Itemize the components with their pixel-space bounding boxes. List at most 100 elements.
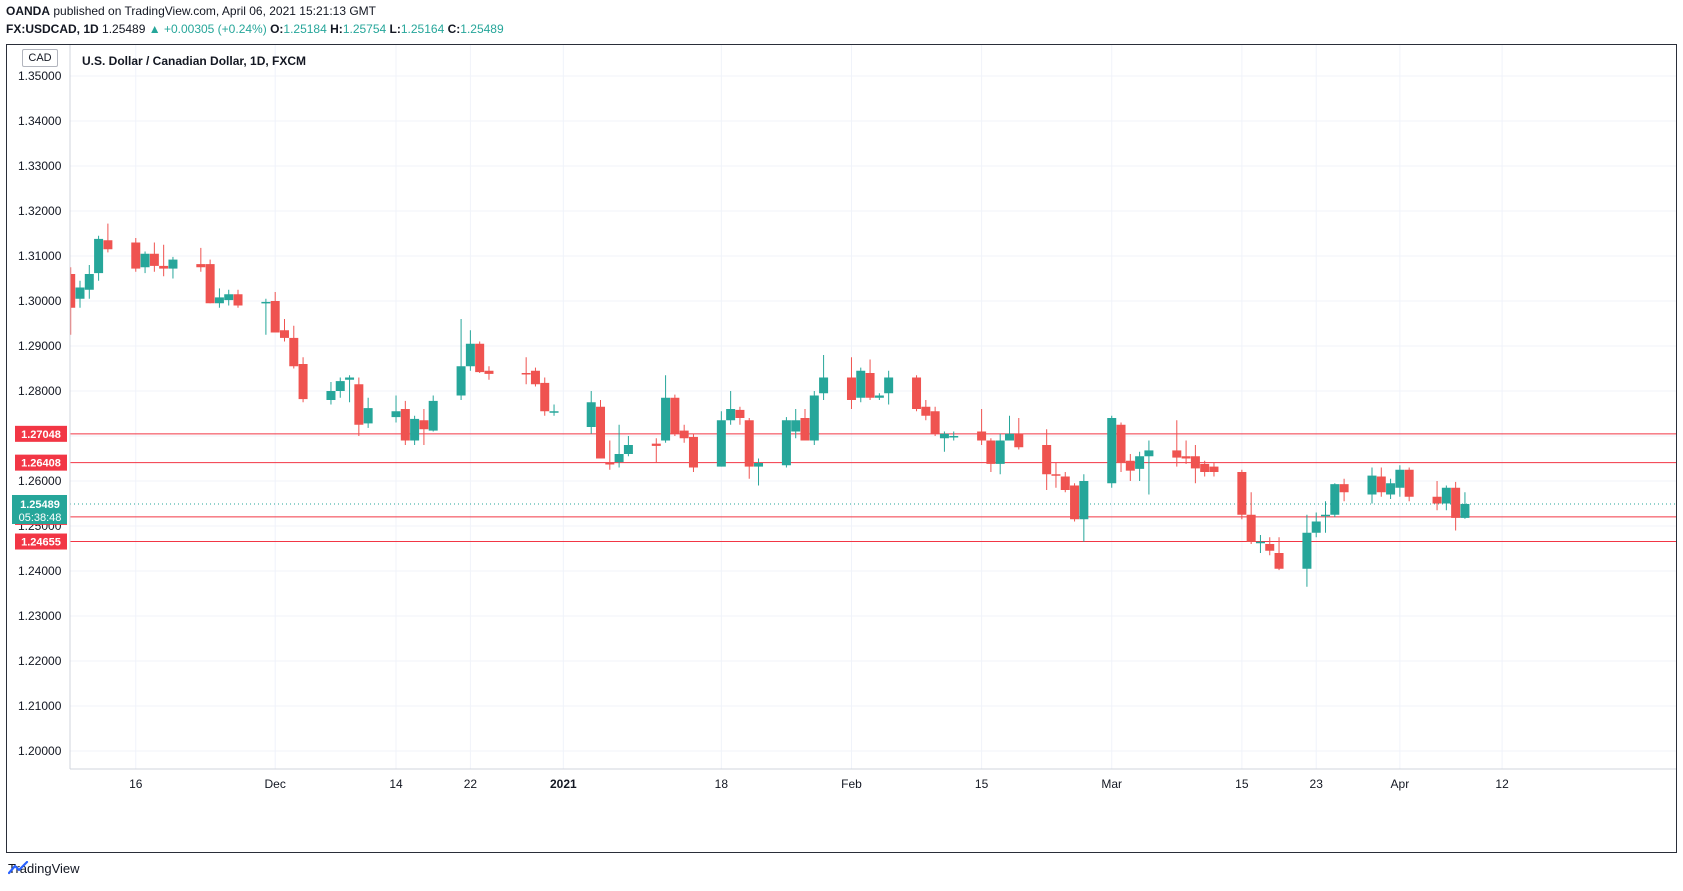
candle-body: [549, 411, 559, 413]
candle-body: [1107, 418, 1117, 484]
candle: [623, 436, 633, 457]
candle-body: [781, 420, 791, 466]
candle: [977, 409, 987, 445]
y-tick-label: 1.35000: [18, 69, 62, 83]
level-label-text: 1.26408: [21, 458, 61, 470]
candle-body: [400, 409, 410, 441]
price-axis[interactable]: 1.35000 1.34000 1.33000 1.32000 1.31000 1.300…: [18, 45, 71, 769]
x-tick-label: 15: [975, 777, 989, 791]
candle: [159, 244, 169, 277]
candle: [326, 382, 336, 405]
grid: [70, 45, 1676, 769]
candle: [1042, 429, 1052, 490]
level-label-text: 1.27048: [21, 429, 61, 441]
candle-body: [1460, 503, 1470, 518]
candle: [84, 265, 94, 299]
candle-body: [623, 445, 633, 454]
candle: [1274, 537, 1284, 571]
candle: [428, 395, 438, 432]
candle-body: [995, 440, 1005, 464]
candle-body: [865, 373, 875, 398]
candle: [1014, 418, 1024, 450]
y-tick-label: 1.24000: [18, 564, 62, 578]
candle-body: [1060, 476, 1070, 490]
candle-body: [1255, 541, 1265, 544]
candle-body: [70, 274, 76, 308]
candle-body: [1302, 532, 1312, 569]
candle-body: [410, 418, 420, 441]
y-tick-label: 1.23000: [18, 609, 62, 623]
candle: [298, 357, 308, 403]
candle-body: [1451, 487, 1461, 518]
high-label: H:: [330, 22, 343, 36]
x-tick-label: Mar: [1101, 777, 1122, 791]
publish-line: OANDA published on TradingView.com, Apri…: [6, 4, 376, 18]
candle-body: [1172, 450, 1182, 458]
candle-body: [726, 409, 736, 421]
last-price: 1.25489: [102, 22, 146, 36]
candle-body: [270, 301, 280, 333]
candle-body: [670, 397, 680, 434]
candle-body: [298, 364, 308, 400]
candle-body: [596, 406, 606, 459]
candle-body: [688, 436, 698, 468]
candle: [1265, 537, 1275, 556]
candle: [819, 355, 829, 400]
candle-body: [354, 384, 364, 425]
candle: [335, 377, 345, 398]
candle-body: [75, 287, 85, 299]
level-label-bg: [15, 454, 67, 471]
candle-body: [986, 440, 996, 464]
candle-body: [930, 411, 940, 434]
candle-body: [1014, 433, 1024, 448]
footer-brand[interactable]: TradingView: [8, 861, 80, 876]
candle: [391, 395, 401, 423]
candle: [865, 359, 875, 400]
y-tick-label: 1.28000: [18, 384, 62, 398]
level-labels: 1.270481.264081.252021.246551.2548905:38…: [12, 425, 67, 550]
candle-body: [168, 259, 178, 269]
price-change: ▲ +0.00305 (+0.24%): [148, 22, 267, 36]
candle: [1135, 451, 1145, 481]
candle-body: [791, 420, 801, 432]
candle: [1451, 481, 1461, 531]
candle: [781, 417, 791, 468]
time-axis[interactable]: 16 Dec 14 22 2021 18 Feb 15 Mar 15 23 Apr 12: [70, 768, 1676, 791]
candle: [168, 256, 178, 279]
candle: [596, 400, 606, 459]
published-text: published on TradingView.com, April 06, …: [53, 4, 376, 18]
open-value: 1.25184: [283, 22, 327, 36]
candle-body: [1321, 514, 1331, 517]
candle-body: [614, 454, 624, 463]
y-tick-label: 1.22000: [18, 654, 62, 668]
candle: [726, 391, 736, 425]
candle-body: [1079, 481, 1089, 520]
candle-body: [651, 443, 661, 446]
candle: [1004, 415, 1014, 441]
candle-body: [428, 400, 438, 431]
y-tick-label: 1.34000: [18, 114, 62, 128]
candle: [754, 458, 764, 486]
currency-badge[interactable]: CAD: [22, 49, 58, 67]
candle-body: [1070, 485, 1080, 520]
candle: [744, 418, 754, 479]
candle: [70, 267, 76, 335]
candle: [688, 433, 698, 472]
candle-body: [1395, 469, 1405, 488]
candle-body: [1116, 424, 1126, 463]
candle: [995, 433, 1005, 475]
candle: [1070, 483, 1080, 522]
y-tick-label: 1.20000: [18, 744, 62, 758]
chart-frame[interactable]: [6, 44, 1677, 853]
candle: [651, 438, 661, 463]
candle-body: [214, 297, 224, 304]
x-tick-label: 16: [129, 777, 143, 791]
candle: [1190, 445, 1200, 484]
candle-body: [809, 395, 819, 441]
candle: [456, 319, 466, 400]
candle-body: [949, 436, 959, 438]
candle-body: [819, 377, 829, 394]
candle-body: [233, 294, 243, 306]
x-tick-label: 2021: [550, 777, 577, 791]
